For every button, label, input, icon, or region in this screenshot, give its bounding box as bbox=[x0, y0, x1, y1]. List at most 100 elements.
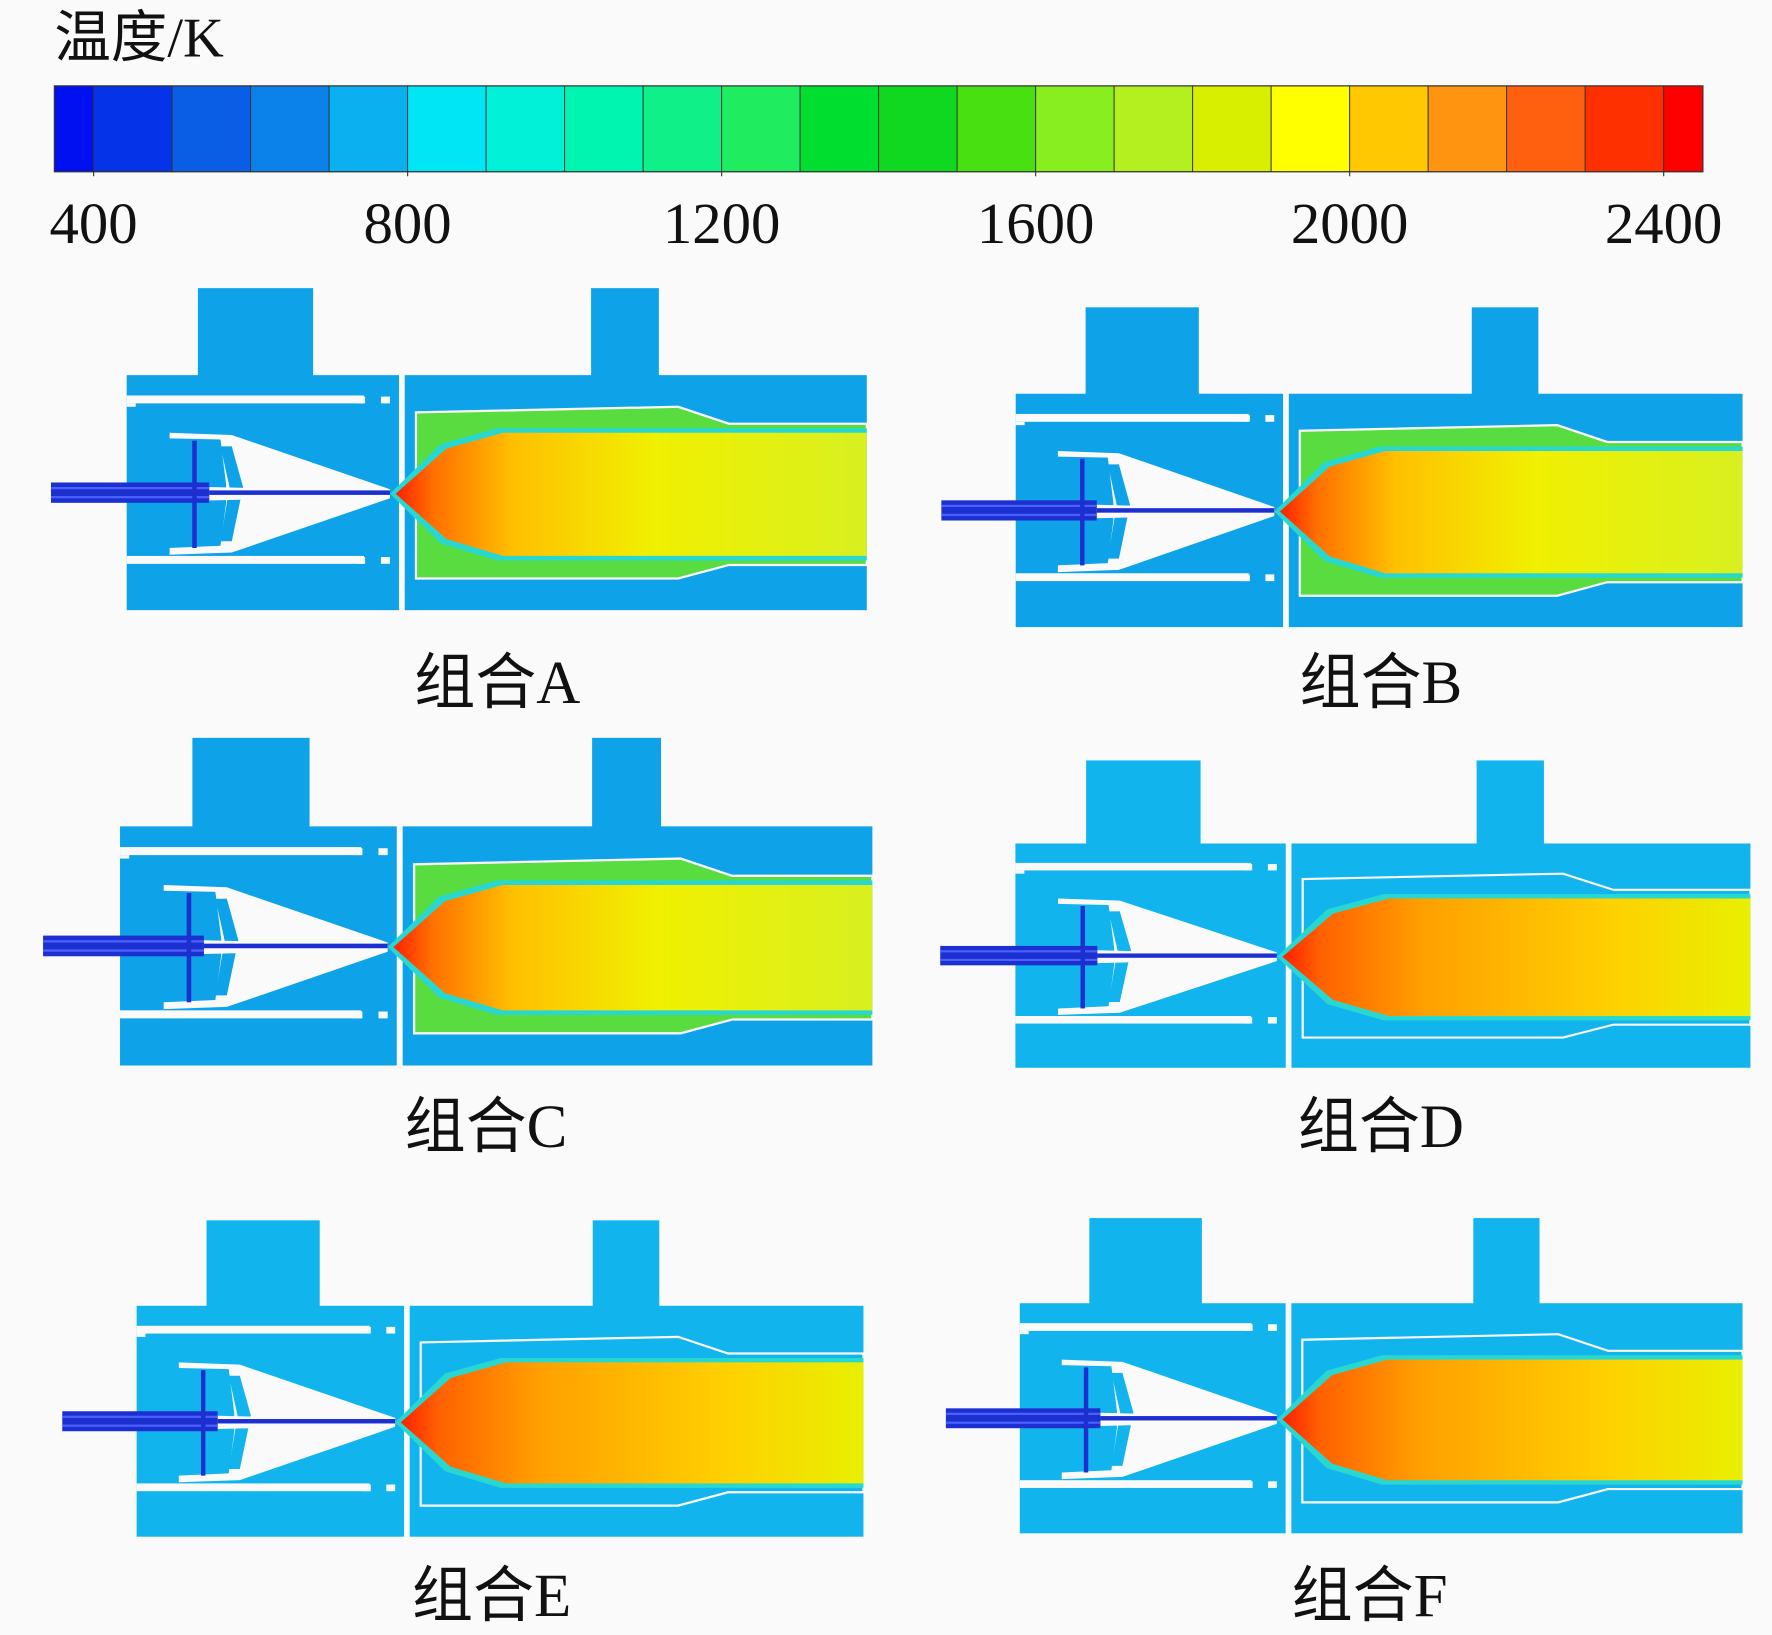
hole bbox=[1268, 1481, 1277, 1488]
injector bbox=[62, 1411, 218, 1432]
gap bbox=[136, 1483, 370, 1492]
colorbar-title: 温度/K bbox=[54, 7, 224, 69]
colorbar-band bbox=[250, 85, 330, 173]
panel-label: 组合A bbox=[414, 650, 580, 717]
colorbar-band bbox=[1584, 85, 1665, 173]
swirler-rod bbox=[1083, 1367, 1089, 1473]
gap bbox=[126, 395, 364, 404]
combustor-contour bbox=[50, 288, 868, 611]
colorbar-band bbox=[564, 85, 644, 173]
hole bbox=[378, 848, 388, 856]
injector-line bbox=[43, 940, 204, 943]
injector-line bbox=[62, 1415, 218, 1418]
panel-label: 组合C bbox=[405, 1094, 568, 1161]
gap bbox=[1015, 870, 1025, 874]
combustor-contour bbox=[43, 737, 874, 1066]
gap bbox=[1019, 1323, 1252, 1331]
hole bbox=[1243, 863, 1253, 871]
gap bbox=[126, 403, 136, 407]
injector bbox=[941, 500, 1097, 521]
colorbar: 400 800 1200 1600 2000 2400 bbox=[50, 85, 1723, 256]
combustor-contour bbox=[941, 307, 1744, 628]
panel-label: 组合E bbox=[412, 1563, 571, 1630]
injector-line bbox=[945, 1421, 1101, 1424]
flame bbox=[1282, 898, 1751, 1017]
combustor-contour bbox=[945, 1218, 1744, 1534]
colorbar-band bbox=[1270, 85, 1351, 173]
needle bbox=[217, 1419, 396, 1424]
colorbar-band bbox=[1349, 85, 1429, 173]
colorbar-band bbox=[1427, 85, 1508, 173]
colorbar-band bbox=[799, 85, 880, 173]
hole bbox=[361, 1326, 371, 1334]
plenum bbox=[206, 1220, 320, 1310]
colorbar-tick-label: 1200 bbox=[663, 191, 781, 256]
swirler-rod bbox=[1080, 906, 1085, 1009]
gap bbox=[1015, 421, 1025, 426]
colorbar-band bbox=[1035, 85, 1115, 173]
gap bbox=[1019, 1480, 1252, 1488]
colorbar-band bbox=[1663, 85, 1704, 173]
hole bbox=[380, 557, 390, 564]
hole bbox=[378, 1011, 388, 1019]
needle bbox=[1100, 1416, 1277, 1421]
flame bbox=[1279, 450, 1743, 574]
injector-line bbox=[43, 949, 204, 952]
hole bbox=[1243, 1481, 1253, 1488]
gap bbox=[120, 855, 130, 859]
injector-line bbox=[62, 1424, 218, 1427]
injector-line bbox=[50, 496, 210, 499]
colorbar-band bbox=[642, 85, 723, 173]
colorbar-band bbox=[1506, 85, 1586, 173]
hole bbox=[1265, 415, 1275, 422]
plenum bbox=[1089, 1218, 1202, 1307]
injector bbox=[43, 935, 204, 957]
colorbar-tick-label: 2000 bbox=[1291, 191, 1409, 256]
swirler-rod bbox=[1080, 458, 1085, 566]
injector-line bbox=[945, 1412, 1101, 1415]
hole bbox=[361, 1484, 371, 1492]
panel-label: 组合D bbox=[1298, 1094, 1464, 1161]
colorbar-band bbox=[956, 85, 1037, 173]
gap bbox=[120, 1010, 362, 1019]
hole bbox=[1267, 863, 1277, 871]
colorbar-tick-label: 1600 bbox=[977, 191, 1095, 256]
injector bbox=[945, 1408, 1101, 1429]
panels: 组合A 组合B 组合C 组合D 组合E 组合F bbox=[43, 288, 1752, 1630]
injector-line bbox=[940, 958, 1098, 962]
panel-label: 组合F bbox=[1292, 1563, 1448, 1630]
flame bbox=[395, 432, 867, 556]
colorbar-band bbox=[407, 85, 487, 173]
plenum bbox=[197, 288, 314, 379]
plenum bbox=[1085, 307, 1199, 398]
needle bbox=[209, 490, 390, 495]
plenum bbox=[1473, 1218, 1540, 1307]
colorbar-tick-label: 2400 bbox=[1605, 191, 1723, 256]
swirler-rod bbox=[192, 440, 197, 549]
hole bbox=[1240, 415, 1250, 422]
injector-line bbox=[50, 486, 210, 490]
hole bbox=[380, 396, 390, 404]
injector-line bbox=[941, 504, 1097, 508]
needle bbox=[1096, 508, 1275, 513]
injector-line bbox=[941, 513, 1097, 517]
hole bbox=[1268, 1324, 1277, 1331]
swirler-rod bbox=[200, 1370, 206, 1476]
hole bbox=[386, 1484, 396, 1492]
gap bbox=[1015, 573, 1249, 582]
injector-line bbox=[940, 950, 1098, 953]
colorbar-band bbox=[878, 85, 958, 173]
colorbar-band bbox=[485, 85, 566, 173]
gap bbox=[120, 847, 362, 856]
plenum bbox=[1471, 307, 1539, 398]
colorbar-band bbox=[53, 85, 95, 173]
plenum bbox=[592, 1220, 660, 1310]
plenum bbox=[591, 288, 659, 379]
injector bbox=[50, 482, 210, 503]
plenum bbox=[192, 737, 310, 830]
hole bbox=[386, 1326, 396, 1334]
plenum bbox=[592, 737, 662, 830]
gap bbox=[1015, 413, 1249, 422]
plenum bbox=[1476, 760, 1544, 847]
